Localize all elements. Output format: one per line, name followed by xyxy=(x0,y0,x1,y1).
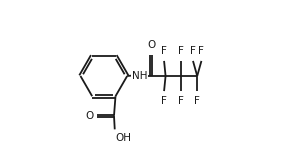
Text: F: F xyxy=(161,46,167,56)
Text: OH: OH xyxy=(116,133,131,143)
Text: NH: NH xyxy=(132,71,147,81)
Text: O: O xyxy=(147,40,155,50)
Text: F: F xyxy=(178,96,184,106)
Text: F: F xyxy=(194,96,200,106)
Text: F: F xyxy=(178,46,184,56)
Text: F: F xyxy=(199,46,204,56)
Text: F: F xyxy=(161,96,167,106)
Text: O: O xyxy=(86,111,94,121)
Text: F: F xyxy=(190,46,196,56)
